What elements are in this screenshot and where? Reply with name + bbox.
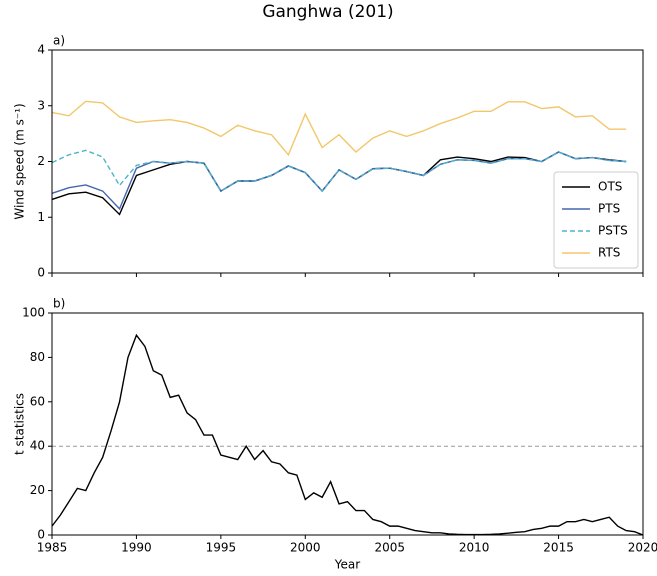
y-tick-label: 0 [37,528,45,542]
y-axis-label: Wind speed (m s⁻¹) [13,103,27,219]
x-tick-label: 2000 [290,541,321,555]
y-tick-label: 80 [30,350,45,364]
legend-label: RTS [598,246,620,260]
y-tick-label: 40 [30,439,45,453]
x-tick-label: 2005 [374,541,405,555]
x-tick-label: 1995 [206,541,237,555]
legend-box [553,171,639,269]
x-tick-label: 2020 [628,541,657,555]
y-tick-label: 3 [37,98,45,112]
y-tick-label: 1 [37,210,45,224]
x-tick-label: 2010 [459,541,490,555]
x-tick-label: 1990 [121,541,152,555]
y-axis-label: t statistics [13,393,27,455]
y-tick-label: 20 [30,483,45,497]
x-tick-label: 2015 [543,541,574,555]
data-line [51,333,644,536]
legend-label: OTS [598,180,622,194]
plot-frame [51,49,644,274]
x-tick-label: 1985 [37,541,68,555]
panel-label: a) [53,34,65,48]
y-tick-label: 2 [37,154,45,168]
data-line [51,149,627,193]
legend-label: PSTS [598,224,628,238]
y-tick-label: 4 [37,43,45,57]
data-line [51,100,627,157]
figure-title: Ganghwa (201) [262,2,393,22]
plot-frame [51,312,644,536]
legend-label: PTS [598,202,620,216]
y-tick-label: 0 [37,266,45,280]
panel-label: b) [53,297,65,311]
y-tick-label: 100 [22,306,45,320]
x-axis-label: Year [334,558,360,572]
y-tick-label: 60 [30,394,45,408]
